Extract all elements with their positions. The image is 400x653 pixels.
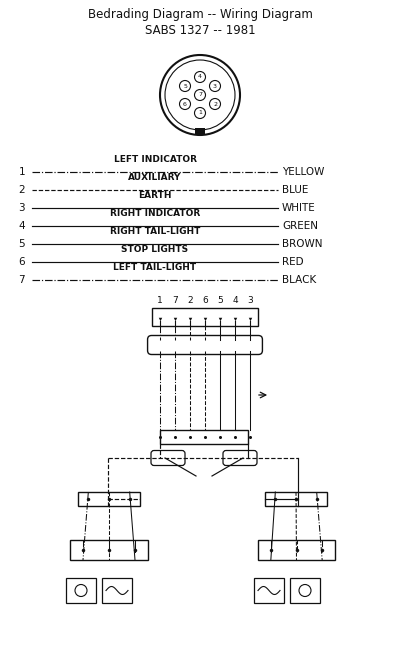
Text: 2: 2 xyxy=(187,296,193,305)
Bar xyxy=(265,492,327,506)
Text: BROWN: BROWN xyxy=(282,239,322,249)
Bar xyxy=(195,128,205,135)
Text: BLUE: BLUE xyxy=(282,185,308,195)
Text: 1: 1 xyxy=(18,167,25,177)
Text: RIGHT TAIL-LIGHT: RIGHT TAIL-LIGHT xyxy=(110,227,200,236)
Text: BLACK: BLACK xyxy=(282,275,316,285)
Text: 6: 6 xyxy=(202,296,208,305)
Text: LEFT INDICATOR: LEFT INDICATOR xyxy=(114,155,196,164)
Text: RED: RED xyxy=(282,257,304,267)
Text: 2: 2 xyxy=(213,101,217,106)
Text: 4: 4 xyxy=(198,74,202,80)
Text: 5: 5 xyxy=(18,239,25,249)
Text: RIGHT INDICATOR: RIGHT INDICATOR xyxy=(110,209,200,218)
Bar xyxy=(66,578,96,603)
Text: 3: 3 xyxy=(213,84,217,89)
Text: 7: 7 xyxy=(172,296,178,305)
Text: Bedrading Diagram -- Wiring Diagram: Bedrading Diagram -- Wiring Diagram xyxy=(88,8,312,21)
Text: 1: 1 xyxy=(198,110,202,116)
Bar xyxy=(290,578,320,603)
Text: EARTH: EARTH xyxy=(138,191,172,200)
Text: 5: 5 xyxy=(217,296,223,305)
FancyBboxPatch shape xyxy=(148,336,262,355)
Text: 5: 5 xyxy=(183,84,187,89)
Text: GREEN: GREEN xyxy=(282,221,318,231)
Bar xyxy=(70,540,148,560)
FancyBboxPatch shape xyxy=(151,451,185,466)
Text: STOP LIGHTS: STOP LIGHTS xyxy=(122,245,188,254)
Text: 1: 1 xyxy=(157,296,162,305)
Text: YELLOW: YELLOW xyxy=(282,167,324,177)
Bar xyxy=(160,430,248,444)
Bar xyxy=(152,308,258,326)
Text: 2: 2 xyxy=(18,185,25,195)
Text: 7: 7 xyxy=(18,275,25,285)
Text: 6: 6 xyxy=(183,101,187,106)
Bar xyxy=(258,540,335,560)
Bar xyxy=(102,578,132,603)
Text: 3: 3 xyxy=(248,296,253,305)
FancyBboxPatch shape xyxy=(223,451,257,466)
Text: 7: 7 xyxy=(198,93,202,97)
Bar xyxy=(254,578,284,603)
Bar xyxy=(78,492,140,506)
Text: 4: 4 xyxy=(18,221,25,231)
Text: WHITE: WHITE xyxy=(282,203,316,213)
Text: SABS 1327 -- 1981: SABS 1327 -- 1981 xyxy=(145,24,255,37)
Text: LEFT TAIL-LIGHT: LEFT TAIL-LIGHT xyxy=(114,263,196,272)
Text: 6: 6 xyxy=(18,257,25,267)
Text: 3: 3 xyxy=(18,203,25,213)
Text: AUXILIARY: AUXILIARY xyxy=(128,173,182,182)
Text: 4: 4 xyxy=(232,296,238,305)
